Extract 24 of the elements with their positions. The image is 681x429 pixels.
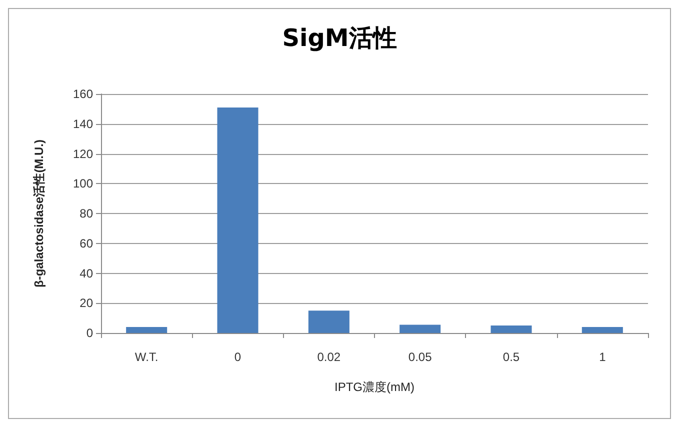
- x-tick-label: 1: [599, 350, 606, 364]
- x-tick-label: 0.5: [502, 350, 520, 364]
- bar: [308, 310, 350, 333]
- y-tick-label: 60: [80, 236, 94, 250]
- bar: [217, 107, 258, 333]
- y-tick-label: 0: [86, 326, 94, 340]
- x-tick-label: 0.02: [317, 350, 341, 364]
- x-tick-label: 0.05: [408, 350, 432, 364]
- y-tick-label: 160: [72, 87, 94, 101]
- y-tick-label: 100: [72, 176, 94, 191]
- y-axis-title: β-galactosidase活性(M.U.): [32, 139, 46, 288]
- y-tick-label: 40: [80, 266, 94, 280]
- bar: [582, 327, 623, 333]
- y-tick-label: 20: [80, 296, 94, 310]
- y-tick-label: 120: [72, 146, 94, 161]
- x-tick-label: 0: [234, 350, 242, 364]
- y-tick-label: 140: [72, 116, 94, 131]
- bar: [490, 326, 532, 333]
- bar: [126, 327, 168, 333]
- y-tick-label: 80: [80, 206, 94, 220]
- x-tick-label: W.T.: [134, 350, 158, 364]
- chart-title: SigM活性: [282, 24, 397, 52]
- bar: [400, 324, 441, 333]
- x-axis-title: IPTG濃度(mM): [334, 380, 414, 394]
